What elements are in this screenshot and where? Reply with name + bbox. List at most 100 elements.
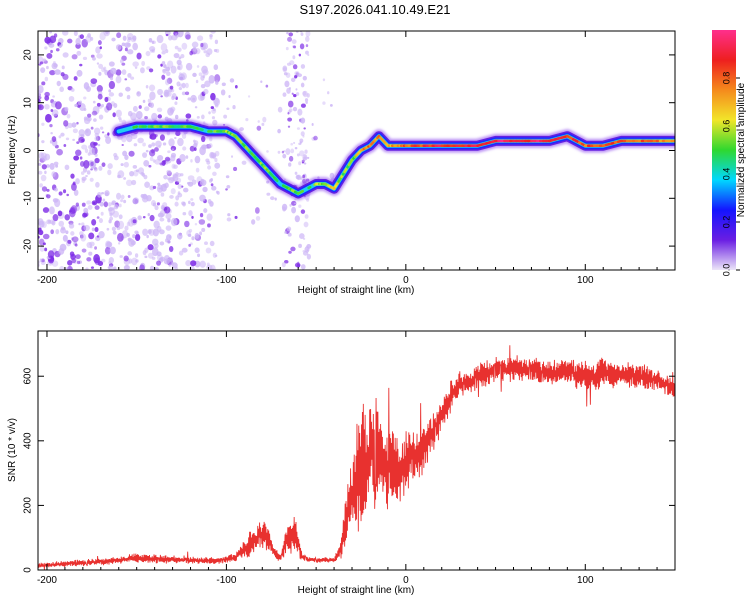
spectrogram-noise-point: [145, 149, 149, 153]
spectrogram-noise-point: [160, 43, 168, 52]
spectrogram-noise-point: [90, 126, 94, 130]
spectrogram-noise-point: [89, 147, 95, 156]
spectrogram-noise-point: [213, 64, 219, 71]
spectrogram-noise-point: [38, 229, 44, 236]
spectrogram-ridge-core: [307, 185, 312, 190]
spectrogram-noise-point: [184, 220, 190, 228]
spectrogram-noise-point: [265, 84, 269, 88]
spectrogram-noise-point: [105, 136, 112, 144]
spectrogram-noise-point: [329, 103, 333, 107]
spectrogram-noise-point: [199, 260, 206, 268]
spectrogram-noise-point: [39, 61, 44, 65]
spectrogram-noise-point: [247, 95, 251, 98]
spectrogram-ridge-core: [198, 127, 204, 132]
spectrogram-noise-point: [202, 186, 208, 193]
spectrogram-noise-point: [119, 59, 124, 64]
spectrogram-ridge-core: [274, 177, 279, 183]
spectrogram-noise-point: [51, 62, 58, 70]
spectrogram-noise-point: [120, 199, 124, 203]
spectrogram-noise-point: [211, 116, 216, 120]
snr-x-tick-label: -200: [37, 575, 57, 586]
spectrogram-x-tick-label: 0: [403, 275, 409, 286]
spectrogram-noise-point: [210, 92, 216, 101]
spectrogram-noise-point: [165, 33, 169, 37]
spectrogram-noise-point: [180, 173, 184, 177]
spectrogram-noise-point: [179, 83, 183, 87]
spectrogram-noise-point: [277, 106, 283, 113]
snr-y-tick-label: 0: [23, 567, 34, 573]
spectrogram-noise-point: [206, 48, 213, 55]
spectrogram-noise-point: [168, 264, 172, 267]
spectrogram-noise-point: [302, 156, 308, 161]
spectrogram-noise-point: [149, 91, 156, 101]
spectrogram-noise-point: [40, 67, 46, 73]
spectrogram-noise-point: [68, 223, 75, 229]
spectrogram-noise-point: [83, 107, 87, 111]
spectrogram-noise-point: [288, 250, 292, 254]
spectrogram-noise-point: [65, 137, 70, 141]
spectrogram-noise-point: [62, 189, 67, 194]
spectrogram-noise-point: [185, 113, 192, 119]
spectrogram-noise-point: [154, 147, 159, 152]
spectrogram-noise-point: [171, 148, 175, 151]
spectrogram-noise-point: [156, 260, 162, 266]
spectrogram-noise-point: [291, 200, 297, 206]
spectrogram-noise-point: [134, 253, 139, 258]
spectrogram-noise-point: [293, 141, 296, 145]
spectrogram-noise-point: [41, 140, 45, 144]
spectrogram-noise-point: [210, 106, 215, 110]
spectrogram-noise-point: [241, 160, 247, 165]
spectrogram-noise-point: [82, 212, 88, 218]
spectrogram-noise-point: [302, 75, 307, 81]
spectrogram-noise-point: [55, 101, 62, 110]
spectrogram-noise-point: [163, 206, 171, 214]
spectrogram-noise-point: [157, 114, 163, 119]
spectrogram-noise-point: [108, 256, 115, 264]
spectrogram-noise-point: [151, 148, 155, 154]
spectrogram-noise-point: [129, 170, 135, 177]
spectrogram-noise-point: [194, 247, 200, 254]
spectrogram-noise-point: [49, 124, 53, 128]
spectrogram-noise-point: [191, 215, 194, 219]
spectrogram-noise-point: [166, 77, 173, 84]
spectrogram-noise-point: [145, 84, 149, 89]
spectrogram-noise-point: [44, 36, 52, 44]
spectrogram-noise-point: [38, 162, 42, 166]
spectrogram-noise-point: [93, 127, 101, 135]
spectrogram-noise-point: [226, 217, 232, 222]
spectrogram-noise-point: [285, 46, 289, 51]
spectrogram-noise-point: [302, 90, 308, 98]
spectrogram-noise-point: [87, 113, 92, 118]
spectrogram-noise-point: [194, 223, 198, 226]
spectrogram-noise-point: [67, 122, 73, 129]
spectrogram-noise-point: [177, 191, 181, 195]
spectrogram-noise-point: [196, 65, 200, 68]
spectrogram-noise-point: [96, 85, 103, 93]
snr-x-tick-label: 0: [403, 575, 409, 586]
spectrogram-noise-point: [193, 139, 196, 143]
spectrogram-noise-point: [77, 101, 83, 106]
spectrogram-noise-point: [78, 222, 81, 226]
spectrogram-noise-point: [41, 81, 46, 86]
spectrogram-noise-point: [167, 91, 172, 97]
spectrogram-noise-point: [203, 88, 209, 95]
spectrogram-noise-point: [117, 170, 125, 179]
spectrogram-noise-point: [146, 194, 152, 202]
spectrogram-noise-point: [175, 172, 179, 176]
spectrogram-noise-point: [70, 231, 75, 236]
spectrogram-noise-point: [102, 198, 106, 202]
spectrogram-noise-point: [64, 214, 71, 221]
spectrogram-noise-point: [170, 261, 175, 266]
spectrogram-noise-point: [193, 147, 197, 151]
spectrogram-noise-point: [123, 255, 129, 262]
spectrogram-noise-point: [165, 213, 172, 220]
spectrogram-noise-point: [142, 228, 149, 236]
spectrogram-noise-point: [204, 241, 208, 245]
spectrogram-noise-point: [281, 262, 286, 268]
spectrogram-noise-point: [99, 46, 102, 50]
spectrogram-noise-point: [277, 128, 281, 134]
spectrogram-noise-point: [132, 234, 136, 239]
spectrogram-noise-point: [174, 181, 180, 185]
spectrogram-noise-point: [126, 42, 130, 47]
spectrogram-noise-point: [211, 185, 217, 191]
